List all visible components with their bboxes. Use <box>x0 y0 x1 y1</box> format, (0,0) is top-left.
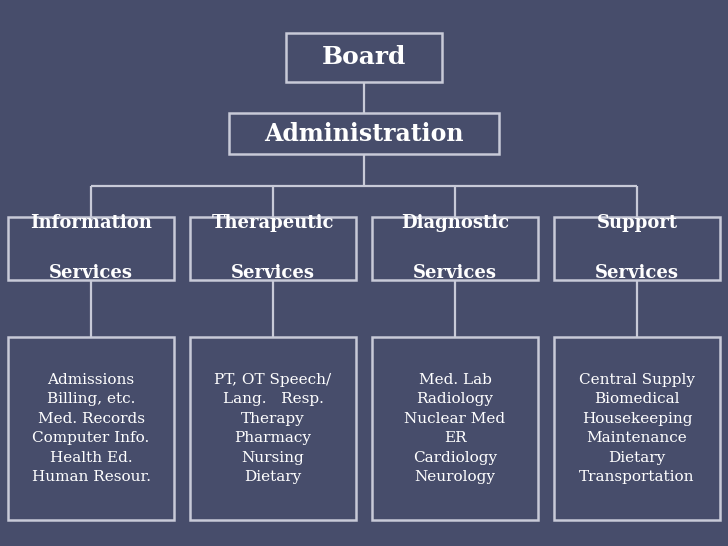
Text: Diagnostic

Services: Diagnostic Services <box>401 215 509 282</box>
Text: Therapeutic

Services: Therapeutic Services <box>212 215 334 282</box>
Text: Med. Lab
Radiology
Nuclear Med
ER
Cardiology
Neurology: Med. Lab Radiology Nuclear Med ER Cardio… <box>405 373 505 484</box>
FancyBboxPatch shape <box>554 337 720 520</box>
FancyBboxPatch shape <box>229 114 499 154</box>
FancyBboxPatch shape <box>190 217 356 280</box>
FancyBboxPatch shape <box>372 337 538 520</box>
Text: Admissions
Billing, etc.
Med. Records
Computer Info.
Health Ed.
Human Resour.: Admissions Billing, etc. Med. Records Co… <box>31 373 151 484</box>
Text: PT, OT Speech/
Lang.   Resp.
Therapy
Pharmacy
Nursing
Dietary: PT, OT Speech/ Lang. Resp. Therapy Pharm… <box>215 373 331 484</box>
Text: Board: Board <box>322 45 406 69</box>
FancyBboxPatch shape <box>8 217 174 280</box>
Text: Administration: Administration <box>264 122 464 146</box>
Text: Central Supply
Biomedical
Housekeeping
Maintenance
Dietary
Transportation: Central Supply Biomedical Housekeeping M… <box>579 373 695 484</box>
FancyBboxPatch shape <box>285 33 443 82</box>
FancyBboxPatch shape <box>554 217 720 280</box>
FancyBboxPatch shape <box>190 337 356 520</box>
FancyBboxPatch shape <box>8 337 174 520</box>
Text: Information

Services: Information Services <box>30 215 152 282</box>
Text: Support

Services: Support Services <box>595 215 679 282</box>
FancyBboxPatch shape <box>372 217 538 280</box>
